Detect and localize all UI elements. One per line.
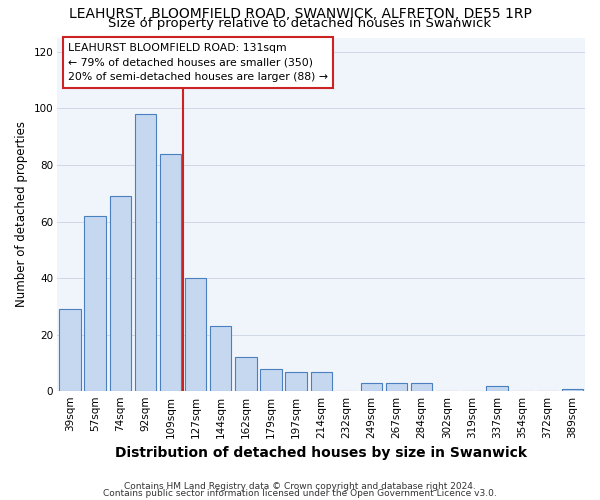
Text: Size of property relative to detached houses in Swanwick: Size of property relative to detached ho… xyxy=(109,18,491,30)
Bar xyxy=(311,372,332,392)
Bar xyxy=(185,278,206,392)
Bar xyxy=(59,310,81,392)
Bar xyxy=(110,196,131,392)
Bar xyxy=(562,388,583,392)
Bar xyxy=(260,368,281,392)
Bar xyxy=(85,216,106,392)
Text: Contains public sector information licensed under the Open Government Licence v3: Contains public sector information licen… xyxy=(103,489,497,498)
Bar xyxy=(386,383,407,392)
Bar xyxy=(210,326,232,392)
Bar xyxy=(135,114,156,392)
Text: LEAHURST, BLOOMFIELD ROAD, SWANWICK, ALFRETON, DE55 1RP: LEAHURST, BLOOMFIELD ROAD, SWANWICK, ALF… xyxy=(68,8,532,22)
Bar xyxy=(235,358,257,392)
Bar xyxy=(286,372,307,392)
Y-axis label: Number of detached properties: Number of detached properties xyxy=(15,122,28,308)
Bar xyxy=(487,386,508,392)
X-axis label: Distribution of detached houses by size in Swanwick: Distribution of detached houses by size … xyxy=(115,446,527,460)
Bar xyxy=(411,383,433,392)
Text: Contains HM Land Registry data © Crown copyright and database right 2024.: Contains HM Land Registry data © Crown c… xyxy=(124,482,476,491)
Text: LEAHURST BLOOMFIELD ROAD: 131sqm
← 79% of detached houses are smaller (350)
20% : LEAHURST BLOOMFIELD ROAD: 131sqm ← 79% o… xyxy=(68,43,328,82)
Bar xyxy=(361,383,382,392)
Bar xyxy=(160,154,181,392)
